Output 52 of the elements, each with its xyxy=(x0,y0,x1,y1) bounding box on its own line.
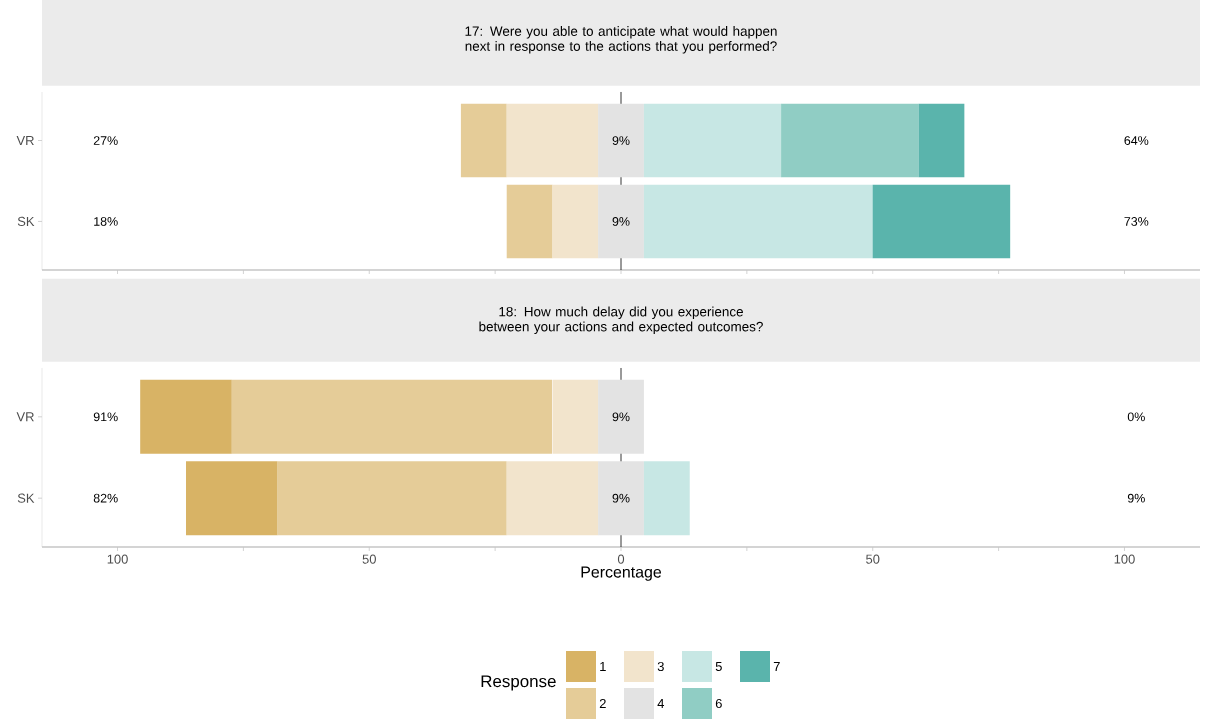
annotation: 27% xyxy=(93,136,118,145)
bar xyxy=(781,103,919,178)
legend-label: 3 xyxy=(657,661,664,672)
annotation: 0% xyxy=(1127,412,1145,422)
bar xyxy=(186,461,278,536)
bar xyxy=(506,184,553,259)
bar xyxy=(140,379,232,454)
chart-title: 17: Were you able to anticipate what would happen next in response to the actions that you performed? xyxy=(465,26,777,54)
bar xyxy=(460,103,507,178)
bar xyxy=(872,184,1011,259)
x-tick-label: 100 xyxy=(107,554,128,564)
data-label: 9% xyxy=(612,412,630,422)
data-label: 9% xyxy=(612,493,630,503)
bar xyxy=(598,103,644,178)
chart-title: 18: How much delay did you experience between your actions and expected outcomes? xyxy=(479,306,763,335)
annotation: 9% xyxy=(1127,493,1145,503)
data-label: 9% xyxy=(612,217,630,226)
x-tick-label: 50 xyxy=(866,554,880,564)
bar xyxy=(918,103,965,178)
annotation: 73% xyxy=(1124,217,1149,226)
bar xyxy=(643,103,782,178)
legend-label: 6 xyxy=(715,698,722,709)
bar xyxy=(506,103,599,178)
x-axis-title: Percentage xyxy=(581,566,662,581)
legend-label: 7 xyxy=(773,662,780,671)
annotation: 64% xyxy=(1124,136,1149,145)
bar xyxy=(506,461,599,536)
y-tick-label: VR xyxy=(16,412,34,422)
legend-label: 5 xyxy=(715,661,722,671)
legend-label: 2 xyxy=(599,698,606,709)
x-tick-label: 0 xyxy=(617,554,625,564)
y-tick-label: VR xyxy=(16,136,34,145)
bar xyxy=(598,379,644,454)
bar xyxy=(598,461,644,536)
bar xyxy=(277,461,507,536)
data-label: 9% xyxy=(612,136,630,145)
x-tick-label: 100 xyxy=(1114,554,1135,564)
annotation: 82% xyxy=(93,493,118,503)
x-tick-label: 50 xyxy=(362,554,376,564)
bar xyxy=(552,184,599,259)
bar xyxy=(598,184,644,259)
legend-title: Response xyxy=(481,675,556,691)
annotation: 18% xyxy=(94,217,118,226)
y-tick-label: SK xyxy=(17,216,35,227)
legend-label: 1 xyxy=(600,662,606,671)
bar xyxy=(231,379,553,454)
annotation: 91% xyxy=(93,412,118,422)
y-tick-label: SK xyxy=(17,493,35,503)
bar xyxy=(643,184,873,259)
bar xyxy=(643,461,690,536)
legend-label: 4 xyxy=(657,699,665,708)
bar xyxy=(552,379,599,454)
